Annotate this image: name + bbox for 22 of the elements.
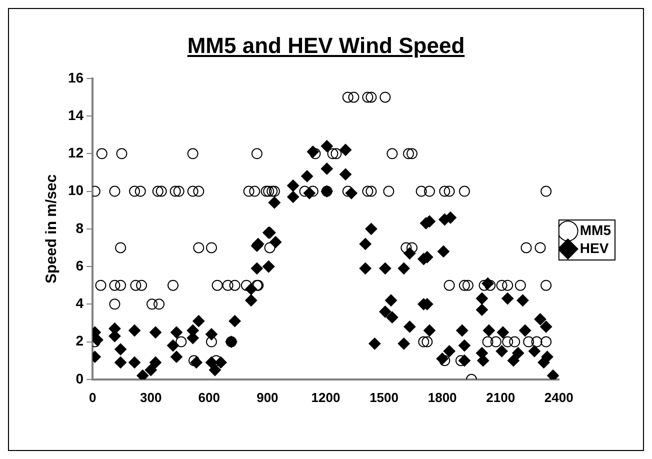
y-tick-label: 4 [76, 295, 84, 312]
y-tick-label: 10 [68, 182, 84, 198]
x-tick-label: 2100 [486, 390, 516, 405]
x-tick-label: 1200 [311, 390, 340, 405]
x-tick-label: 0 [88, 390, 96, 405]
x-tick-label: 2400 [544, 390, 574, 405]
x-tick-label: 1500 [370, 390, 398, 405]
y-tick-label: 12 [68, 144, 84, 161]
y-axis-title: Speed in m/sec [43, 174, 60, 284]
x-tick-label: 900 [256, 390, 278, 405]
x-tick-label: 300 [140, 390, 162, 405]
y-tick-label: 16 [68, 69, 84, 86]
y-tick-label: 0 [76, 370, 84, 386]
x-tick-label: 600 [198, 390, 220, 405]
x-tick-label: 1800 [428, 390, 457, 405]
legend-label: MM5 [580, 222, 612, 238]
y-tick-label: 6 [76, 257, 84, 274]
y-tick-label: 2 [76, 332, 84, 349]
chart-title: MM5 and HEV Wind Speed [186, 33, 466, 59]
y-tick-label: 14 [68, 106, 84, 123]
legend-label: HEV [580, 240, 610, 256]
y-tick-label: 8 [76, 220, 84, 236]
